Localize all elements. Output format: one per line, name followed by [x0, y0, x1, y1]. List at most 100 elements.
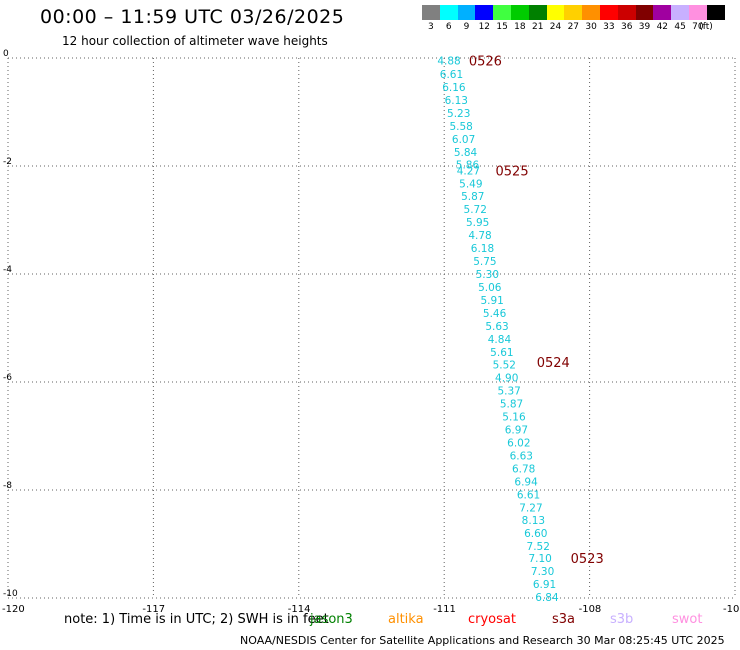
wave-height-label: 6.07 [452, 134, 475, 146]
wave-height-label: 6.60 [524, 528, 547, 540]
wave-height-label: 6.97 [505, 425, 528, 437]
legend-item-cryosat: cryosat [468, 612, 516, 627]
wave-height-label: 5.72 [464, 204, 487, 216]
wave-height-label: 5.06 [478, 282, 502, 294]
scale-label: 3 [428, 22, 434, 32]
scale-swatch [689, 5, 708, 20]
wave-height-label: 5.16 [502, 412, 526, 424]
scale-swatch [511, 5, 530, 20]
legend-item-s3a: s3a [552, 612, 576, 627]
latitude-tick-label: -10 [3, 589, 18, 599]
longitude-tick-label: -111 [433, 604, 456, 615]
longitude-tick-label: -10 [723, 604, 739, 615]
wave-height-label: 6.91 [533, 579, 556, 591]
scale-swatch [653, 5, 672, 20]
scale-label: 70 [692, 22, 704, 32]
scale-label: 33 [603, 22, 615, 32]
wave-height-label: 5.46 [483, 308, 507, 320]
footer-note: note: 1) Time is in UTC; 2) SWH is in fe… [64, 612, 329, 627]
scale-swatch [582, 5, 601, 20]
wave-height-label: 5.23 [447, 108, 470, 120]
wave-height-label: 6.94 [514, 476, 538, 488]
scale-label: 12 [478, 22, 491, 32]
wave-height-label: 6.61 [517, 489, 540, 501]
wave-height-label: 6.61 [440, 69, 463, 81]
scale-swatch [617, 5, 637, 20]
scale-unit: (ft) [699, 22, 713, 32]
longitude-tick-label: -117 [142, 604, 165, 615]
wave-height-label: 8.13 [522, 515, 545, 527]
wave-height-label: 7.27 [519, 502, 542, 514]
latitude-tick-label: -4 [3, 265, 12, 275]
legend-item-swot: swot [672, 612, 703, 627]
legend-item-altika: altika [388, 612, 424, 627]
legend-item-s3b: s3b [610, 612, 634, 627]
latitude-tick-label: -8 [3, 481, 12, 491]
latitude-tick-label: -6 [3, 373, 12, 383]
pass-time-label: 0525 [496, 164, 529, 179]
pass-time-label: 0526 [469, 55, 502, 70]
scale-swatch [600, 5, 619, 20]
wave-height-label: 7.30 [531, 566, 554, 578]
scale-swatch [528, 5, 548, 20]
wave-height-label: 5.84 [454, 147, 478, 159]
wave-height-label: 5.91 [480, 295, 503, 307]
wave-height-label: 5.95 [466, 217, 489, 229]
wave-height-label: 6.63 [510, 450, 533, 462]
scale-label: 45 [674, 22, 686, 32]
scale-label: 18 [514, 22, 526, 32]
wave-height-label: 6.18 [471, 243, 494, 255]
wave-height-label: 5.52 [493, 360, 516, 372]
wave-height-label: 5.37 [497, 386, 520, 398]
scale-swatch [546, 5, 565, 20]
page-subtitle: 12 hour collection of altimeter wave hei… [62, 34, 328, 48]
wave-height-label: 5.63 [485, 321, 508, 333]
wave-height-label: 7.10 [528, 553, 551, 565]
wave-height-label: 4.90 [495, 373, 518, 385]
scale-label: 6 [445, 22, 452, 32]
scale-label: 15 [496, 22, 508, 32]
wave-height-label: 4.84 [488, 334, 512, 346]
scale-label: 27 [567, 22, 580, 32]
wave-height-label: 5.30 [476, 269, 499, 281]
scale-label: 24 [549, 22, 562, 32]
scale-swatch [635, 5, 654, 20]
wave-height-label: 6.13 [445, 95, 468, 107]
wave-height-label: 4.78 [468, 230, 491, 242]
scale-swatch [706, 5, 726, 20]
longitude-tick-label: -120 [2, 604, 25, 615]
scale-label: 39 [638, 22, 651, 32]
page-title: 00:00 – 11:59 UTC 03/26/2025 [40, 6, 345, 28]
scale-swatch [493, 5, 512, 20]
wave-height-label: 6.78 [512, 463, 535, 475]
legend-item-jason3: jason3 [310, 612, 353, 627]
scale-label: 30 [585, 22, 597, 32]
wave-height-label: 5.58 [449, 121, 472, 133]
pass-time-label: 0524 [537, 356, 570, 371]
wave-height-label: 6.02 [507, 437, 530, 449]
scale-swatch [564, 5, 583, 20]
wave-height-label: 5.86 [456, 159, 480, 171]
wave-height-label: 5.61 [490, 347, 513, 359]
scale-label: 36 [620, 22, 633, 32]
scale-swatch [457, 5, 476, 20]
credit-line: NOAA/NESDIS Center for Satellite Applica… [240, 634, 725, 647]
wave-height-label: 6.84 [535, 592, 559, 604]
scale-swatch [422, 5, 441, 20]
scale-label: 9 [463, 22, 470, 32]
latitude-tick-label: -2 [3, 157, 12, 167]
wave-height-label: 7.52 [527, 541, 550, 553]
pass-time-label: 0523 [571, 552, 604, 567]
scale-label: 21 [531, 22, 544, 32]
longitude-tick-label: -108 [579, 604, 602, 615]
scale-swatch [671, 5, 690, 20]
wave-height-label: 5.75 [473, 256, 496, 268]
wave-height-label: 5.87 [461, 191, 484, 203]
scale-swatch [475, 5, 494, 20]
scale-label: 42 [656, 22, 669, 32]
latitude-tick-label: 0 [3, 49, 9, 59]
wave-height-label: 4.27 [457, 165, 480, 177]
wave-height-label: 5.87 [500, 399, 523, 411]
wave-height-label: 4.88 [437, 56, 460, 68]
